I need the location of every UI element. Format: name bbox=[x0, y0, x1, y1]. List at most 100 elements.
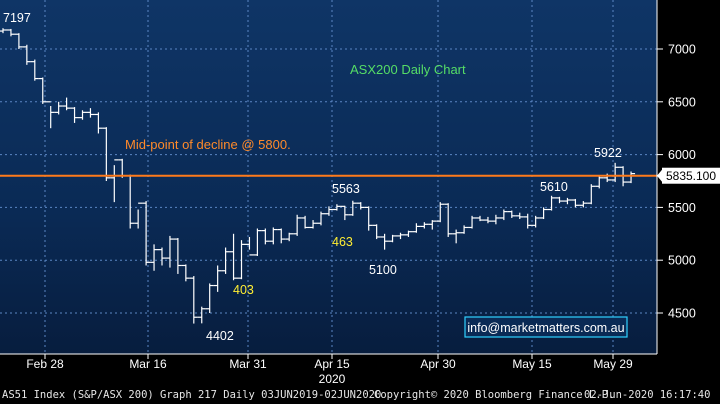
x-tick-label: Feb 28 bbox=[26, 357, 64, 371]
reference-line-group: Mid-point of decline @ 5800. 5835.100 bbox=[0, 137, 720, 184]
x-axis-panel bbox=[0, 354, 720, 386]
ohlc-bar bbox=[54, 101, 63, 115]
ohlc-bar bbox=[94, 112, 103, 134]
ohlc-bar bbox=[491, 214, 500, 225]
y-tick-label: 6500 bbox=[668, 95, 696, 109]
watermark-box[interactable]: info@marketmatters.com.au bbox=[464, 316, 628, 338]
ohlc-bar bbox=[70, 107, 79, 123]
annotation-label: 5922 bbox=[594, 146, 622, 160]
ohlc-bar bbox=[229, 233, 238, 281]
ohlc-bar bbox=[499, 209, 508, 221]
chart-title: ASX200 Daily Chart bbox=[350, 62, 466, 77]
ohlc-bar bbox=[515, 212, 524, 220]
ohlc-bar bbox=[293, 214, 302, 236]
x-tick-label: Mar 16 bbox=[129, 357, 167, 371]
x-tick-label: May 29 bbox=[593, 357, 633, 371]
ohlc-bar bbox=[611, 162, 620, 183]
ohlc-bar bbox=[197, 306, 206, 324]
ohlc-bar bbox=[523, 213, 532, 229]
ohlc-bar bbox=[476, 215, 484, 222]
x-tick-label: Mar 31 bbox=[229, 357, 267, 371]
ohlc-bar bbox=[46, 101, 55, 129]
ohlc-bar bbox=[30, 59, 39, 81]
ohlc-bar bbox=[134, 202, 143, 229]
ohlc-bar bbox=[571, 198, 580, 208]
ohlc-bar bbox=[356, 202, 365, 210]
ohlc-bar bbox=[253, 228, 262, 256]
ohlc-bar bbox=[309, 220, 318, 229]
ohlc-bar bbox=[213, 265, 222, 292]
ohlc-bar bbox=[547, 195, 556, 211]
ohlc-bar bbox=[181, 264, 190, 282]
ohlc-bar bbox=[563, 197, 572, 205]
ohlc-bar bbox=[348, 200, 357, 216]
annotation-label: 5610 bbox=[540, 180, 568, 194]
y-tick-label: 5000 bbox=[668, 254, 696, 268]
ohlc-bar bbox=[428, 220, 437, 230]
ohlc-bar bbox=[555, 196, 564, 204]
annotation-label: 403 bbox=[233, 283, 254, 297]
ohlc-bar bbox=[579, 201, 588, 208]
ohlc-bar bbox=[261, 228, 270, 245]
footer-index-info: AS51 Index (S&P/ASX 200) Graph 217 Daily… bbox=[2, 389, 382, 401]
ohlc-bar bbox=[269, 227, 278, 245]
ohlc-bar bbox=[460, 225, 469, 234]
ohlc-bar bbox=[110, 159, 119, 203]
ohlc-bar bbox=[102, 127, 111, 181]
ohlc-bar bbox=[62, 97, 71, 111]
last-price-label: 5835.100 bbox=[666, 169, 716, 183]
ohlc-bar bbox=[6, 28, 15, 37]
price-bars bbox=[0, 28, 636, 324]
x-tick-label: Apr 30 bbox=[420, 357, 456, 371]
gridlines bbox=[0, 0, 657, 354]
annotations: 7197 4402 403 463 5563 5100 5610 5922 bbox=[3, 11, 622, 343]
ohlc-bar bbox=[332, 204, 341, 211]
ohlc-bar bbox=[627, 171, 636, 184]
ohlc-bar bbox=[388, 234, 397, 243]
footer-copyright: Copyright© 2020 Bloomberg Finance L.P. bbox=[374, 389, 615, 401]
ohlc-bar bbox=[483, 216, 492, 224]
ohlc-bar bbox=[380, 233, 389, 250]
y-tick-label: 5500 bbox=[668, 201, 696, 215]
ohlc-bar bbox=[142, 201, 151, 266]
ohlc-bar bbox=[452, 229, 461, 244]
reference-line-label: Mid-point of decline @ 5800. bbox=[125, 137, 291, 152]
ohlc-bar bbox=[86, 108, 95, 118]
ohlc-bar bbox=[0, 28, 7, 34]
ohlc-bar bbox=[14, 33, 23, 49]
ohlc-bar bbox=[444, 203, 453, 237]
y-tick-label: 6000 bbox=[668, 148, 696, 162]
annotation-label: 4402 bbox=[206, 329, 234, 343]
footer-bar: AS51 Index (S&P/ASX 200) Graph 217 Daily… bbox=[0, 386, 720, 404]
ohlc-bar bbox=[317, 211, 325, 226]
plot-background bbox=[0, 0, 657, 354]
ohlc-bar bbox=[38, 77, 47, 104]
ohlc-bar bbox=[507, 210, 516, 218]
ohlc-bar bbox=[420, 222, 429, 229]
ohlc-bar bbox=[301, 215, 310, 229]
y-axis: 4500 5000 5500 6000 6500 7000 bbox=[656, 0, 696, 354]
ohlc-bar bbox=[22, 44, 31, 65]
ohlc-bar bbox=[340, 205, 349, 221]
ohlc-bar bbox=[412, 223, 421, 233]
ohlc-bar bbox=[468, 215, 477, 229]
ohlc-bar bbox=[221, 247, 230, 274]
ohlc-bar bbox=[404, 230, 413, 237]
last-price-tag: 5835.100 bbox=[657, 167, 720, 184]
x-year-label: 2020 bbox=[319, 372, 346, 386]
ohlc-bar bbox=[245, 236, 254, 256]
ohlc-bar bbox=[372, 224, 381, 240]
annotation-label: 5563 bbox=[332, 182, 360, 196]
watermark-text: info@marketmatters.com.au bbox=[467, 321, 624, 335]
x-tick-label: Apr 15 bbox=[314, 357, 350, 371]
ohlc-bar bbox=[158, 247, 166, 266]
ohlc-bar bbox=[396, 232, 405, 240]
ohlc-bar bbox=[189, 276, 198, 324]
ohlc-bar bbox=[539, 207, 548, 220]
footer-timestamp: 02-Jun-2020 16:17:40 bbox=[584, 389, 711, 401]
ohlc-bar bbox=[277, 228, 286, 244]
x-axis: Feb 28 Mar 16 Mar 31 Apr 15 Apr 30 May 15 May … bbox=[0, 353, 657, 386]
ohlc-bar bbox=[165, 235, 174, 268]
ohlc-bar bbox=[364, 206, 373, 231]
ohlc-bar bbox=[324, 206, 333, 216]
